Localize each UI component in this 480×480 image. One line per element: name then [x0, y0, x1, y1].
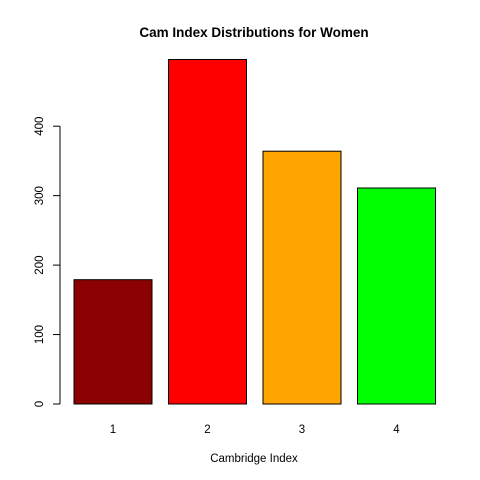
y-tick-label: 100 [34, 325, 46, 344]
y-axis: 0 100 200 300 400 [34, 117, 61, 407]
y-tick-label: 400 [34, 117, 46, 136]
bar-2 [168, 59, 247, 405]
x-tick-label: 1 [110, 424, 116, 436]
x-tick-label: 3 [299, 424, 305, 436]
y-tick-label: 200 [34, 256, 46, 275]
y-tick-label: 0 [34, 401, 46, 407]
bar-4 [357, 187, 436, 405]
x-axis-label: Cambridge Index [210, 453, 298, 465]
x-tick-labels: 1 2 3 4 [110, 424, 401, 436]
bars [73, 59, 436, 405]
bar-1 [73, 279, 153, 405]
y-tick-label: 300 [34, 186, 46, 205]
bar-3 [262, 150, 342, 405]
x-tick-label: 2 [204, 424, 210, 436]
chart-title: Cam Index Distributions for Women [139, 25, 368, 40]
x-tick-label: 4 [393, 424, 400, 436]
